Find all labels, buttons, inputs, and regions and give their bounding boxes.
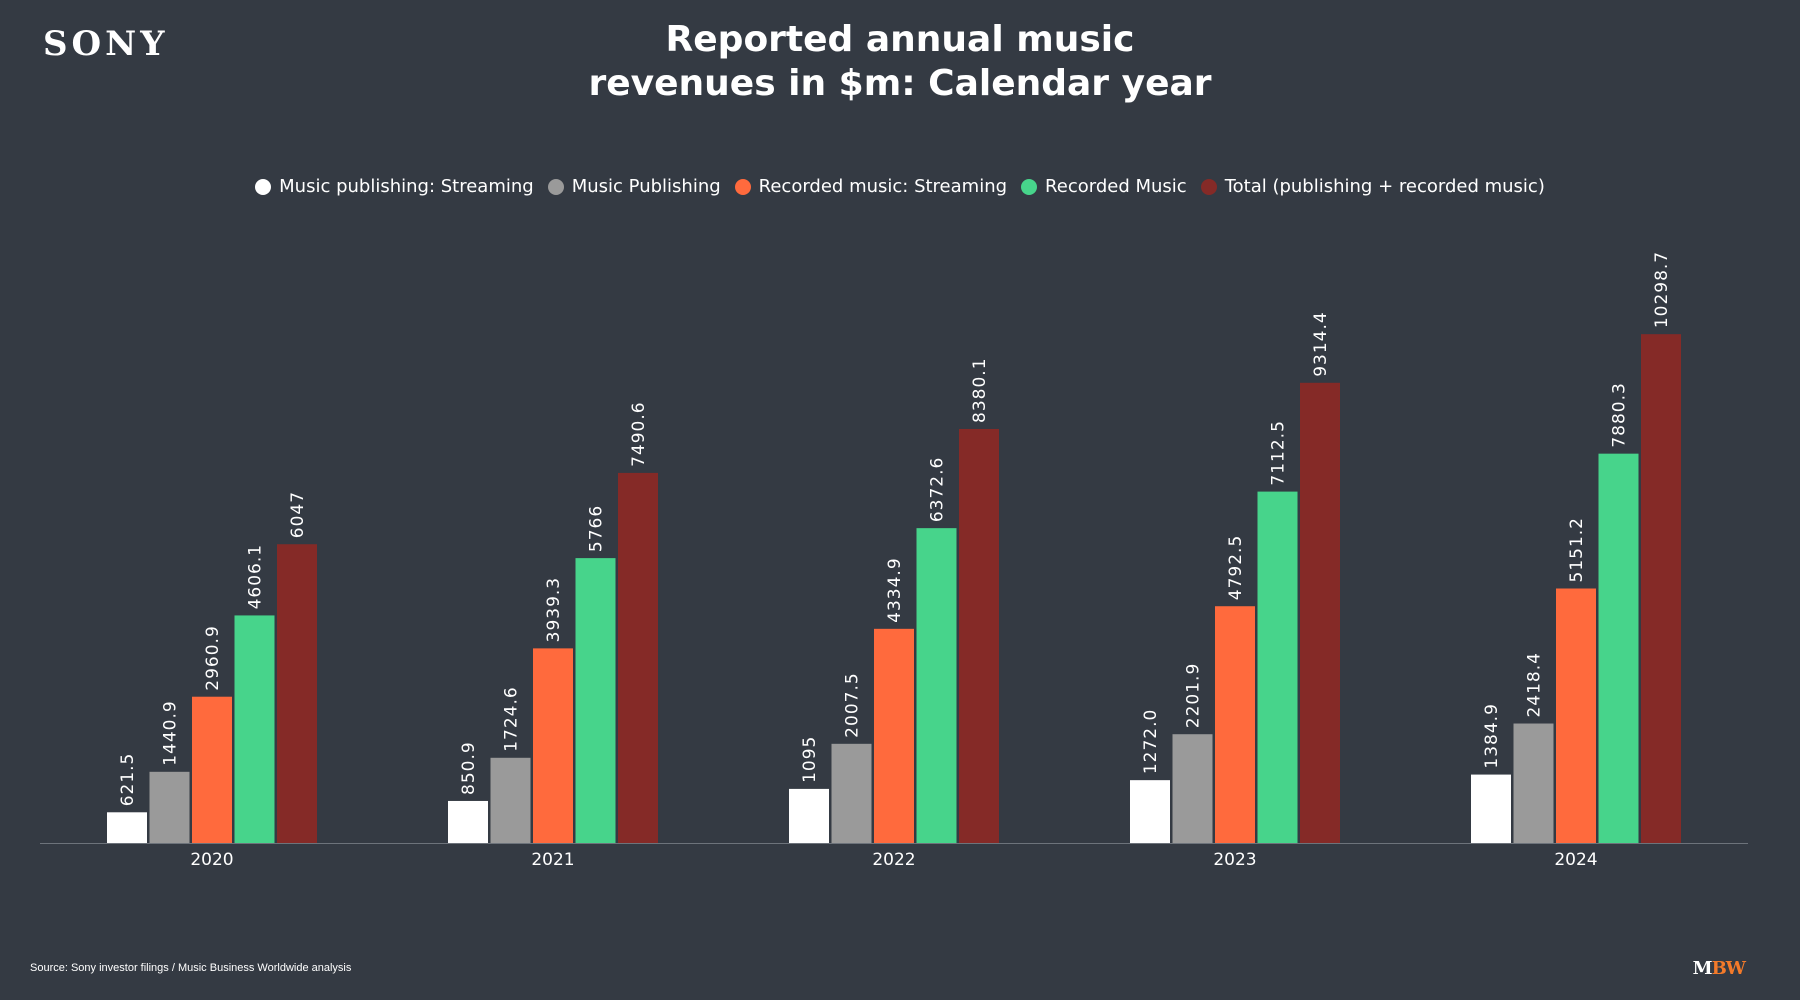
- legend-swatch-4: [1021, 178, 1038, 195]
- bar-2021-series-3[interactable]: [533, 648, 573, 843]
- chart-title-line-2: revenues in $m: Calendar year: [588, 63, 1212, 104]
- bar-2023-series-5[interactable]: [1300, 382, 1340, 843]
- bar-2023-series-4[interactable]: [1257, 491, 1298, 843]
- bar-2020-series-5[interactable]: [277, 544, 317, 843]
- bar-2024-series-2[interactable]: [1513, 723, 1554, 843]
- source-note: Source: Sony investor filings / Music Bu…: [30, 962, 352, 974]
- data-label-2020-series-3: 2960.9: [203, 625, 223, 690]
- bar-2022-series-5[interactable]: [959, 428, 999, 843]
- chart-title-line-1: Reported annual music: [665, 19, 1135, 60]
- mbw-logo: MBW: [1692, 958, 1746, 979]
- data-label-2023-series-1: 1272.0: [1141, 709, 1161, 774]
- legend-item-2[interactable]: Music Publishing: [547, 176, 721, 197]
- data-label-2021-series-5: 7490.6: [629, 401, 649, 466]
- data-label-2020-series-1: 621.5: [118, 753, 138, 807]
- legend-label-4: Recorded Music: [1045, 176, 1187, 197]
- data-label-2020-series-2: 1440.9: [161, 700, 181, 765]
- legend-item-5[interactable]: Total (publishing + recorded music): [1200, 176, 1545, 197]
- data-label-2020-series-5: 6047: [288, 491, 308, 538]
- bar-2020-series-4[interactable]: [234, 615, 275, 843]
- bar-2023-series-3[interactable]: [1215, 606, 1255, 843]
- bar-2024-series-5[interactable]: [1641, 334, 1681, 843]
- mbw-logo-bw: BW: [1711, 958, 1746, 979]
- bar-2020-series-1[interactable]: [107, 812, 147, 843]
- bar-2021-series-1[interactable]: [448, 800, 488, 843]
- x-tick-label-2020: 2020: [190, 850, 233, 870]
- legend-label-5: Total (publishing + recorded music): [1224, 176, 1545, 197]
- legend-label-1: Music publishing: Streaming: [279, 176, 534, 197]
- data-label-2022-series-1: 1095: [800, 736, 820, 783]
- chart-legend: Music publishing: Streaming Music Publish…: [0, 176, 1800, 197]
- x-tick-label-2024: 2024: [1554, 850, 1597, 870]
- data-label-2021-series-2: 1724.6: [502, 686, 522, 751]
- bar-2022-series-3[interactable]: [874, 628, 914, 843]
- data-label-2023-series-3: 4792.5: [1226, 535, 1246, 600]
- legend-label-2: Music Publishing: [571, 176, 721, 197]
- data-label-2022-series-4: 6372.6: [928, 457, 948, 522]
- legend-swatch-2: [547, 178, 564, 195]
- bar-2022-series-1[interactable]: [789, 788, 829, 843]
- data-label-2020-series-4: 4606.1: [246, 544, 266, 609]
- legend-item-3[interactable]: Recorded music: Streaming: [734, 176, 1008, 197]
- legend-swatch-5: [1200, 178, 1217, 195]
- bar-2024-series-1[interactable]: [1471, 774, 1511, 843]
- bar-2021-series-4[interactable]: [575, 558, 616, 843]
- data-label-2024-series-2: 2418.4: [1525, 652, 1545, 717]
- data-label-2023-series-5: 9314.4: [1311, 311, 1331, 376]
- legend-swatch-3: [734, 178, 751, 195]
- legend-item-1[interactable]: Music publishing: Streaming: [255, 176, 534, 197]
- x-tick-label-2021: 2021: [531, 850, 574, 870]
- bar-2020-series-3[interactable]: [192, 696, 232, 843]
- data-label-2022-series-2: 2007.5: [843, 672, 863, 737]
- mbw-logo-m: M: [1692, 958, 1713, 979]
- bar-2021-series-2[interactable]: [490, 757, 531, 843]
- data-label-2024-series-1: 1384.9: [1482, 703, 1502, 768]
- bar-2022-series-4[interactable]: [916, 528, 957, 843]
- bar-2020-series-2[interactable]: [149, 771, 190, 843]
- x-tick-label-2023: 2023: [1213, 850, 1256, 870]
- legend-item-4[interactable]: Recorded Music: [1021, 176, 1187, 197]
- data-label-2024-series-4: 7880.3: [1610, 382, 1630, 447]
- bar-2022-series-2[interactable]: [831, 743, 872, 843]
- data-label-2021-series-3: 3939.3: [544, 577, 564, 642]
- data-label-2023-series-4: 7112.5: [1269, 420, 1289, 485]
- sony-logo: SONY: [43, 24, 169, 64]
- legend-label-3: Recorded music: Streaming: [758, 176, 1008, 197]
- data-label-2023-series-2: 2201.9: [1184, 663, 1204, 728]
- data-label-2022-series-3: 4334.9: [885, 557, 905, 622]
- bar-2023-series-2[interactable]: [1172, 734, 1213, 843]
- data-label-2022-series-5: 8380.1: [970, 357, 990, 422]
- bar-2023-series-1[interactable]: [1130, 780, 1170, 843]
- x-tick-label-2022: 2022: [872, 850, 915, 870]
- data-label-2024-series-3: 5151.2: [1567, 517, 1587, 582]
- data-label-2021-series-1: 850.9: [459, 741, 479, 795]
- legend-swatch-1: [255, 178, 272, 195]
- bar-2024-series-3[interactable]: [1556, 588, 1596, 843]
- chart-title: Reported annual music revenues in $m: Ca…: [450, 18, 1350, 106]
- data-label-2024-series-5: 10298.7: [1652, 251, 1672, 328]
- bar-2021-series-5[interactable]: [618, 472, 658, 843]
- data-label-2021-series-4: 5766: [587, 505, 607, 552]
- bar-2024-series-4[interactable]: [1598, 453, 1639, 843]
